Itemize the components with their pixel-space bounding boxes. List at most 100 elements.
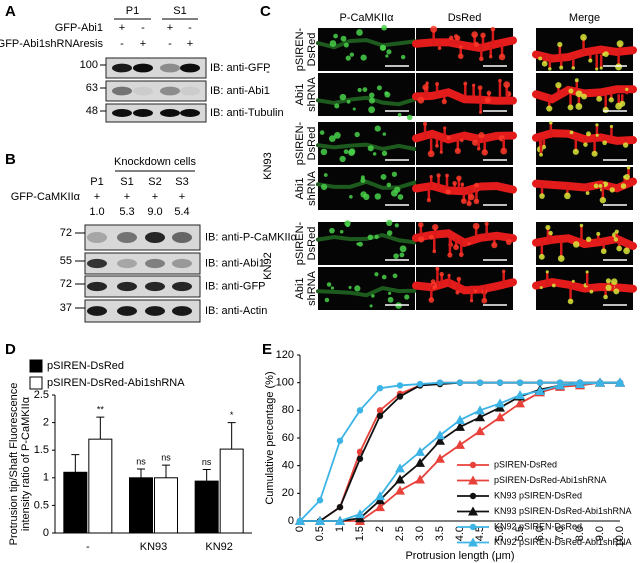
blot-band xyxy=(172,258,192,269)
data-point xyxy=(355,509,365,519)
puncta xyxy=(469,299,474,303)
data-point xyxy=(375,491,385,501)
blot-label: IB: anti-Abi1 xyxy=(205,257,265,269)
data-point xyxy=(396,393,404,400)
blot-strip xyxy=(105,80,207,102)
puncta xyxy=(613,237,619,242)
bar xyxy=(63,471,88,534)
puncta xyxy=(615,63,623,71)
y-tick-label: 120 xyxy=(276,349,294,361)
puncta xyxy=(453,244,459,251)
puncta xyxy=(476,147,481,151)
panel-label: A xyxy=(5,3,16,20)
blot-band xyxy=(112,86,132,96)
row-label: shRNA xyxy=(306,170,318,206)
puncta xyxy=(447,252,453,258)
puncta xyxy=(374,193,382,200)
bar xyxy=(129,477,153,534)
puncta xyxy=(384,91,389,96)
dendrite xyxy=(316,38,417,50)
x-axis-title: Protrusion length (μm) xyxy=(405,550,514,562)
blot-band xyxy=(112,63,132,73)
puncta xyxy=(443,126,447,130)
blot-band xyxy=(145,306,165,316)
puncta xyxy=(538,253,545,260)
puncta xyxy=(572,148,579,155)
puncta xyxy=(498,78,502,83)
puncta xyxy=(585,131,591,137)
data-point xyxy=(455,439,465,449)
puncta xyxy=(585,191,590,195)
bar xyxy=(88,438,113,534)
puncta xyxy=(613,288,620,295)
blot-strip xyxy=(105,57,207,79)
row-label: shRNA xyxy=(306,76,318,112)
blot-band xyxy=(160,63,180,73)
error-bar xyxy=(162,464,170,478)
puncta xyxy=(580,34,587,41)
puncta xyxy=(595,67,599,71)
y-tick-label: 0 xyxy=(288,515,294,527)
blot-band xyxy=(160,109,180,117)
row-label: pSIREN- xyxy=(294,121,306,165)
data-point xyxy=(376,407,384,414)
puncta xyxy=(602,106,609,113)
puncta xyxy=(599,66,603,70)
data-point xyxy=(475,405,485,415)
legend-label: pSIREN-DsRed-Abi1shRNA xyxy=(47,377,185,389)
blot-band xyxy=(87,281,107,292)
data-point xyxy=(455,415,465,425)
data-point xyxy=(395,463,405,473)
legend-label: KN92 pSIREN-DsRed xyxy=(494,521,582,531)
puncta xyxy=(392,273,398,279)
row-label: GFP-CaMKIIα xyxy=(11,191,81,203)
puncta xyxy=(567,104,574,111)
puncta xyxy=(575,103,583,110)
blot-label: IB: anti-P-CaMKIIα xyxy=(205,231,298,243)
puncta xyxy=(598,183,603,188)
data-point xyxy=(475,412,485,422)
puncta xyxy=(456,276,462,282)
micrograph xyxy=(416,28,513,71)
row-label: Abi1 xyxy=(294,177,306,199)
puncta xyxy=(546,105,553,112)
puncta xyxy=(437,46,442,51)
blot-band xyxy=(180,63,200,73)
puncta xyxy=(539,193,545,199)
panel-label: D xyxy=(5,341,16,358)
significance-label: * xyxy=(230,410,234,420)
error-bar xyxy=(227,422,236,450)
puncta xyxy=(486,90,492,96)
puncta xyxy=(480,32,486,38)
puncta xyxy=(601,52,606,56)
row-label: Abi1 xyxy=(294,277,306,299)
puncta xyxy=(473,41,479,47)
legend-marker xyxy=(468,475,478,485)
puncta xyxy=(329,227,335,234)
data-point xyxy=(395,474,405,484)
y-tick-label: 1.5 xyxy=(34,444,49,456)
puncta xyxy=(568,88,574,94)
puncta xyxy=(430,279,436,285)
puncta xyxy=(602,140,608,146)
puncta xyxy=(539,152,543,157)
puncta xyxy=(348,285,352,289)
y-tick-label: 60 xyxy=(282,432,294,444)
puncta xyxy=(595,133,599,137)
puncta xyxy=(460,182,465,186)
puncta xyxy=(585,236,592,243)
puncta xyxy=(572,241,580,248)
row-label: GFP-Abi1shRNAresis xyxy=(0,38,103,50)
column-header: S1 xyxy=(173,5,186,17)
puncta xyxy=(481,149,488,156)
legend-label: pSIREN-DsRed xyxy=(47,360,124,372)
group-label: KN92 xyxy=(262,252,274,280)
puncta xyxy=(348,149,355,157)
x-tick-label: 5.0 xyxy=(494,526,506,541)
puncta xyxy=(557,255,565,262)
puncta xyxy=(615,102,623,110)
puncta xyxy=(567,298,574,305)
puncta xyxy=(491,242,498,249)
lane-sign: - xyxy=(168,38,172,50)
puncta xyxy=(381,150,388,156)
